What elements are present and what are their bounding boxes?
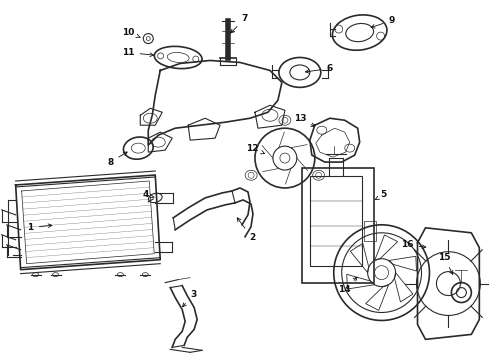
Text: 10: 10 (122, 28, 140, 37)
Text: 8: 8 (107, 152, 127, 167)
Text: 9: 9 (371, 16, 395, 28)
Text: 12: 12 (245, 144, 265, 154)
Text: 7: 7 (231, 14, 248, 33)
Bar (302, 168, 374, 283)
Text: 14: 14 (339, 277, 357, 294)
Bar (364, 221, 376, 241)
Text: 6: 6 (305, 64, 333, 73)
Text: 2: 2 (237, 218, 255, 242)
Text: 1: 1 (27, 223, 52, 232)
Text: 13: 13 (294, 114, 315, 126)
Text: 11: 11 (122, 48, 153, 57)
Text: 15: 15 (438, 253, 453, 274)
Text: 3: 3 (183, 290, 196, 307)
Text: 4: 4 (142, 190, 154, 199)
Text: 16: 16 (401, 240, 426, 249)
Bar (310, 176, 362, 266)
Text: 5: 5 (375, 190, 387, 200)
